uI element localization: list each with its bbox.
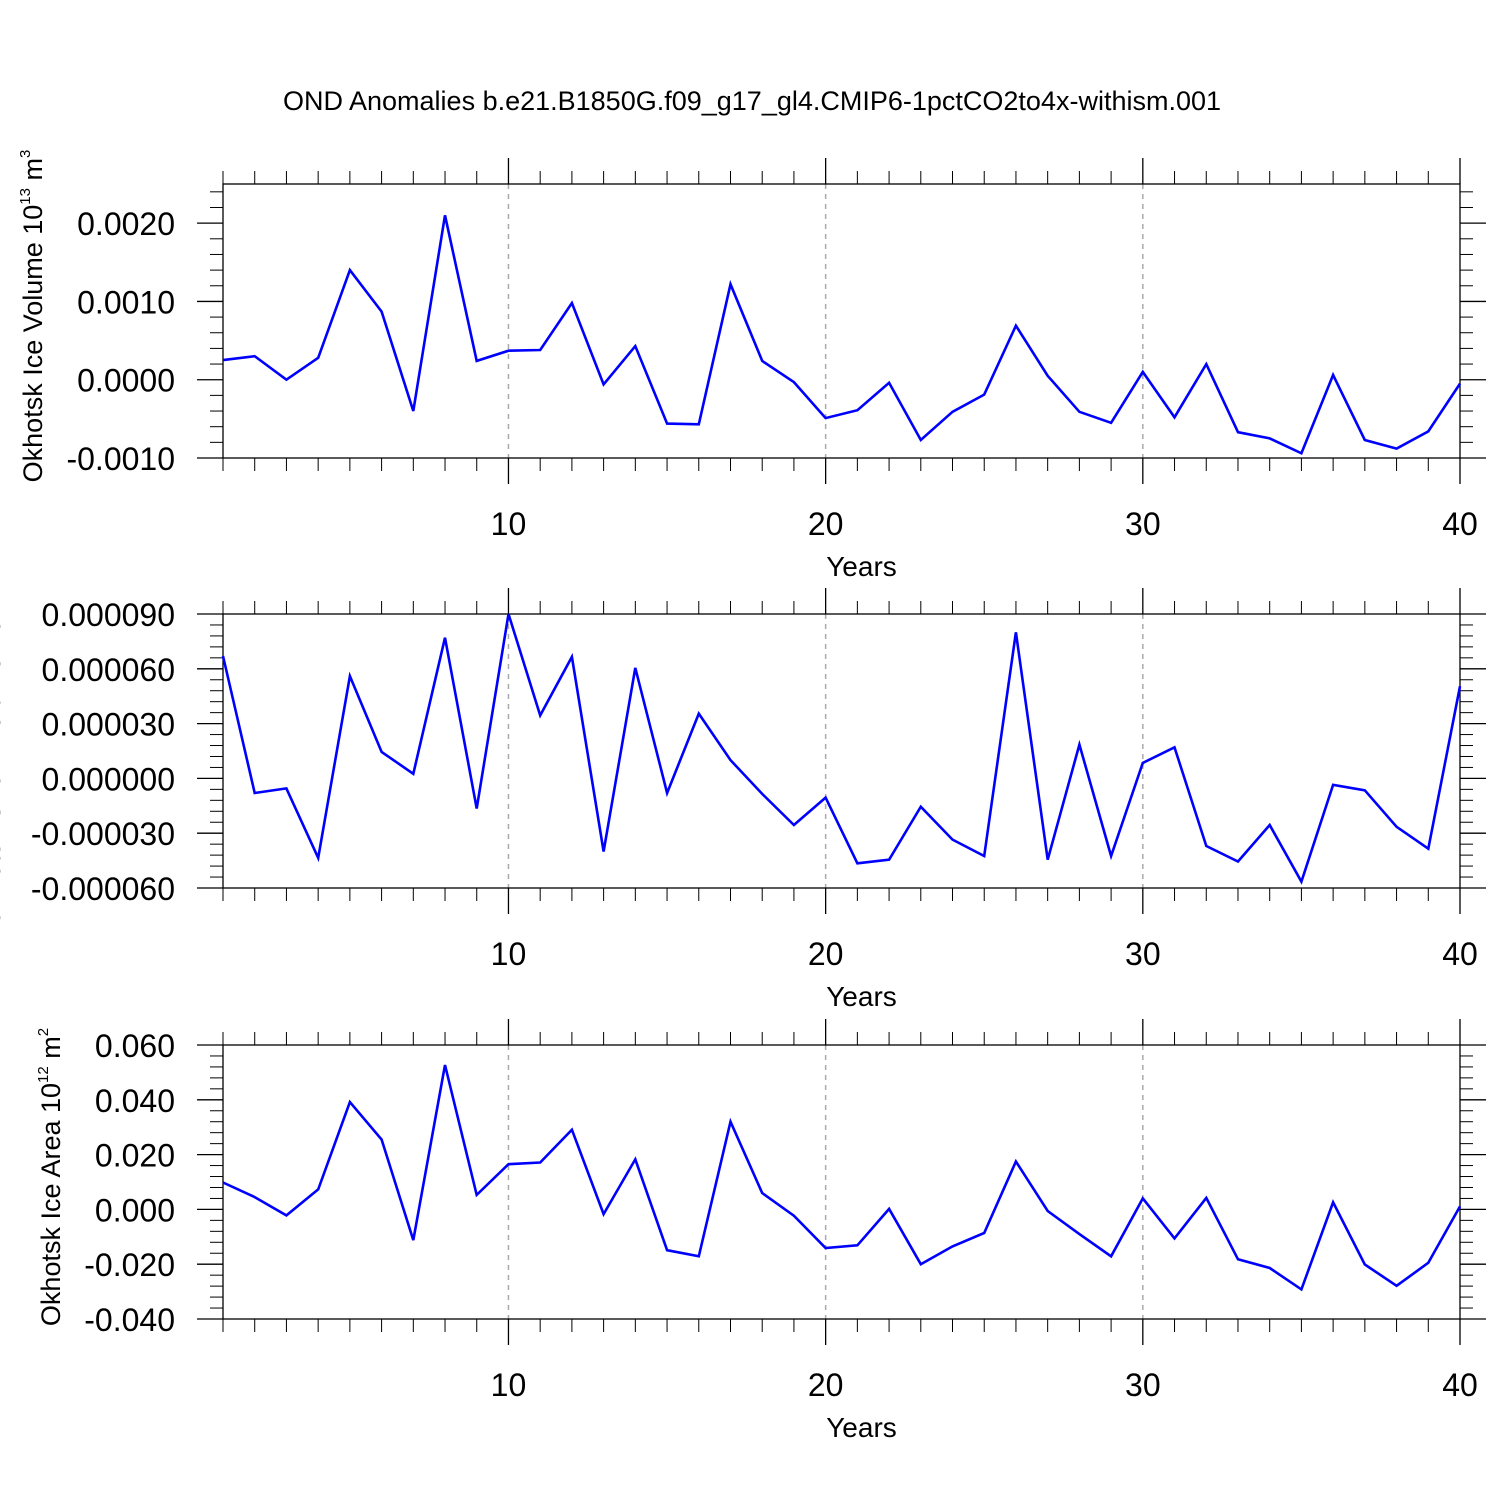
y-tick-label: 0.0000 bbox=[77, 363, 175, 399]
y-tick-label: 0.0010 bbox=[77, 284, 175, 320]
series-line bbox=[222, 215, 1462, 456]
x-tick-label: 20 bbox=[808, 936, 844, 972]
y-tick-label: -0.020 bbox=[84, 1247, 175, 1283]
y-tick-label: 0.060 bbox=[95, 1028, 175, 1064]
plot-frame bbox=[222, 183, 1461, 459]
y-axis-label: Okhotsk Ice Volume 1013 m3 bbox=[17, 150, 48, 483]
x-axis-label: Years bbox=[826, 981, 897, 1012]
figure-title: OND Anomalies b.e21.B1850G.f09_g17_gl4.C… bbox=[283, 86, 1221, 116]
y-tick-label: -0.000030 bbox=[31, 816, 175, 852]
y-tick-label: -0.0010 bbox=[66, 441, 175, 477]
y-tick-label: 0.020 bbox=[95, 1138, 175, 1174]
x-tick-label: 10 bbox=[491, 506, 527, 542]
x-axis-label: Years bbox=[826, 1412, 897, 1443]
x-tick-label: 40 bbox=[1442, 506, 1478, 542]
x-tick-label: 40 bbox=[1442, 936, 1478, 972]
y-tick-label: 0.0020 bbox=[77, 206, 175, 242]
y-tick-label: 0.000090 bbox=[42, 597, 175, 633]
y-axis-label: Okhotsk Snow Volume 1013 m3 bbox=[0, 564, 6, 928]
panel-ice-volume: 10 20 30 40 -0.0010 0.0000 0.0010 0.0020 Years Ok… bbox=[17, 150, 1486, 582]
x-tick-label: 30 bbox=[1125, 936, 1161, 972]
plot-frame bbox=[222, 613, 1461, 889]
y-tick-label: -0.040 bbox=[84, 1302, 175, 1338]
y-tick-label: 0.000060 bbox=[42, 652, 175, 688]
x-tick-label: 40 bbox=[1442, 1367, 1478, 1403]
x-axis-label: Years bbox=[826, 551, 897, 582]
y-axis-label: Okhotsk Ice Area 1012 m2 bbox=[35, 1028, 66, 1326]
x-tick-label: 30 bbox=[1125, 1367, 1161, 1403]
y-tick-label: 0.000030 bbox=[42, 707, 175, 743]
y-tick-label: 0.000000 bbox=[42, 761, 175, 797]
plot-frame bbox=[222, 1044, 1461, 1320]
series-line bbox=[222, 1064, 1462, 1292]
panel-snow-volume: 10 20 30 40 -0.000060 -0.000030 0.000000 0.0000… bbox=[0, 564, 1486, 1012]
x-tick-label: 10 bbox=[491, 936, 527, 972]
x-tick-label: 20 bbox=[808, 506, 844, 542]
x-tick-label: 20 bbox=[808, 1367, 844, 1403]
y-tick-label: 0.000 bbox=[95, 1192, 175, 1228]
series-line bbox=[221, 613, 1462, 885]
x-tick-label: 10 bbox=[491, 1367, 527, 1403]
y-tick-label: 0.040 bbox=[95, 1083, 175, 1119]
y-tick-label: -0.000060 bbox=[31, 871, 175, 907]
panel-ice-area: 10 20 30 40 -0.040 -0.020 0.000 0.020 0.040 0.060… bbox=[35, 1019, 1486, 1443]
x-tick-label: 30 bbox=[1125, 506, 1161, 542]
